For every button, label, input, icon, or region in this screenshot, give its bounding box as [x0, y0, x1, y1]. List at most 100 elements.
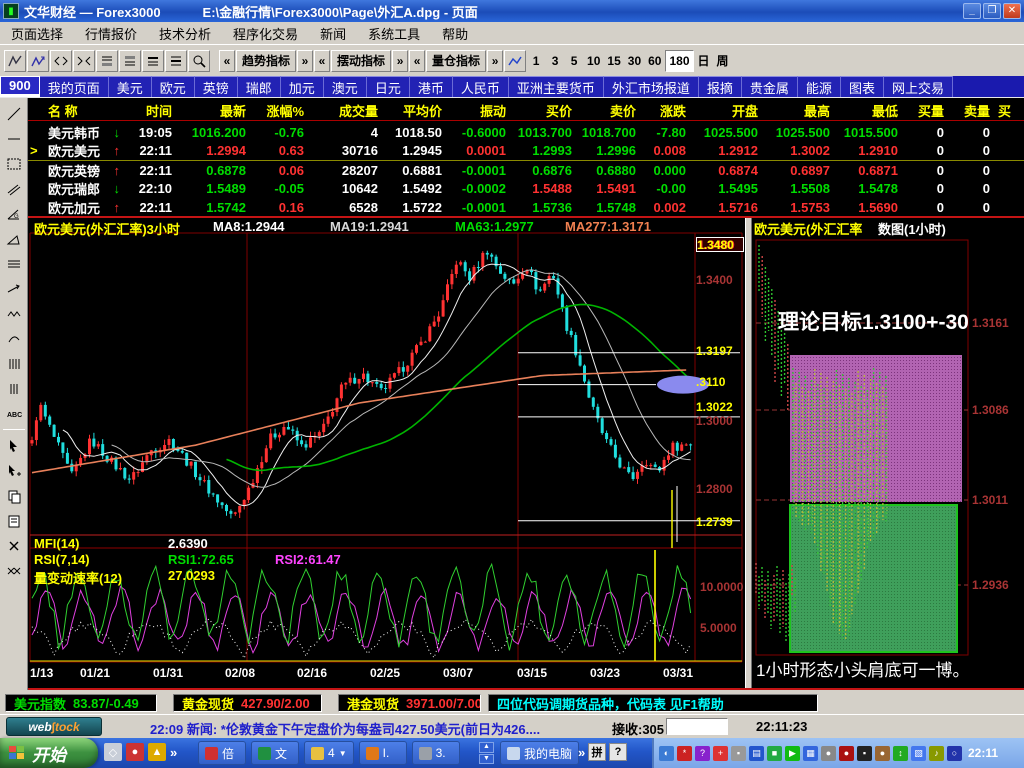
indicator-group-0-prev[interactable]: « [219, 49, 235, 72]
tab-0[interactable]: 900 [0, 76, 40, 97]
tray-signal-icon[interactable]: ○ [947, 745, 962, 761]
tab-17[interactable]: 网上交易 [883, 76, 953, 97]
expand-h-icon[interactable] [50, 49, 72, 72]
task-button-2[interactable]: 4 ▼ [304, 741, 354, 765]
tab-5[interactable]: 瑞郎 [237, 76, 281, 97]
period-1[interactable]: 1 [532, 53, 540, 68]
trend-line-icon[interactable] [2, 101, 26, 126]
period-15[interactable]: 15 [607, 53, 621, 68]
column-header-7[interactable]: 买价 [545, 103, 572, 119]
period-30[interactable]: 30 [627, 53, 642, 68]
indicator-group-1-prev[interactable]: « [314, 49, 331, 72]
indicator-group-1-next[interactable]: » [392, 49, 409, 72]
task-button-0[interactable]: 倍 [198, 741, 246, 765]
column-header-4[interactable]: 成交量 [338, 103, 378, 119]
tray-brown-icon[interactable]: ● [875, 745, 890, 761]
period-day[interactable]: 日 [697, 54, 710, 68]
column-header-1[interactable]: 时间 [145, 103, 172, 119]
table-row[interactable]: 欧元瑞郎 ↓ 22:10 1.5489 -0.05 10642 1.5492 -0.0002 1… [28, 179, 1024, 198]
column-header-6[interactable]: 振动 [479, 103, 506, 119]
task-button-my-computer[interactable]: 我的电脑 [500, 741, 580, 765]
vlines4-icon[interactable] [2, 351, 26, 376]
delete-one-icon[interactable] [2, 533, 26, 558]
table-row[interactable]: 美元韩币 ↓ 19:05 1016.200 -0.76 4 1018.50 -0.6000 10… [28, 123, 1024, 142]
column-header-5[interactable]: 平均价 [402, 103, 442, 119]
arc-icon[interactable] [2, 326, 26, 351]
column-header-2[interactable]: 最新 [219, 103, 246, 119]
column-header-11[interactable]: 最高 [803, 103, 830, 119]
tab-12[interactable]: 外汇市场报道 [603, 76, 699, 97]
indicator-group-0[interactable]: 趋势指标 [236, 49, 297, 72]
tab-7[interactable]: 澳元 [323, 76, 367, 97]
tray-disc-icon[interactable]: ● [839, 745, 854, 761]
tab-15[interactable]: 能源 [797, 76, 841, 97]
table-row[interactable]: 欧元英镑 ↑ 22:11 0.6878 0.06 28207 0.6881 -0.0001 0.… [28, 161, 1024, 180]
restore-button[interactable]: ❐ [983, 3, 1001, 19]
note-icon[interactable] [2, 508, 26, 533]
tray-display-icon[interactable]: ▦ [803, 745, 818, 761]
tab-1[interactable]: 我的页面 [39, 76, 109, 97]
column-header-10[interactable]: 开盘 [731, 103, 758, 119]
indicator-group-2[interactable]: 量仓指标 [426, 49, 487, 72]
ime-icon[interactable]: 拼 [588, 743, 606, 761]
panel-splitter[interactable] [745, 218, 752, 688]
layers-icon[interactable] [142, 49, 164, 72]
tab-8[interactable]: 日元 [366, 76, 410, 97]
tab-13[interactable]: 报摘 [698, 76, 742, 97]
pointer-move-icon[interactable] [2, 458, 26, 483]
tray-mute-icon[interactable]: ● [821, 745, 836, 761]
compress-h-icon[interactable] [73, 49, 95, 72]
zigzag-arrow-icon[interactable] [27, 49, 49, 72]
task-button-3[interactable]: I. [358, 741, 407, 765]
column-header-14[interactable]: 卖量 [963, 103, 990, 119]
quick-launch-chevron-icon[interactable]: » [170, 744, 178, 760]
menu-item-5[interactable]: 系统工具 [368, 26, 421, 42]
task-button-4[interactable]: 3. [411, 741, 460, 765]
tray-network-icon[interactable]: ▤ [749, 745, 764, 761]
gann-angle-icon[interactable]: G [2, 201, 26, 226]
taskbar-scroll[interactable]: ▲ ▼ [479, 742, 494, 764]
tab-9[interactable]: 港币 [409, 76, 453, 97]
launch-record-icon[interactable]: ● [126, 743, 144, 761]
indicator-group-2-next[interactable]: » [487, 49, 504, 72]
tab-14[interactable]: 贵金属 [741, 76, 798, 97]
sheet-down-icon[interactable] [96, 49, 118, 72]
delete-all-icon[interactable] [2, 558, 26, 583]
indicator-group-2-prev[interactable]: « [409, 49, 426, 72]
zoom-icon[interactable] [188, 49, 210, 72]
tray-audio-icon[interactable]: ♪ [929, 745, 944, 761]
table-row[interactable]: 欧元加元 ↑ 22:11 1.5742 0.16 6528 1.5722 -0.0001 1.5… [28, 198, 1024, 216]
main-chart-panel[interactable]: 欧元美元(外汇汇率)3小时 MA8:1.2944 MA19:1.2941 MA6… [28, 218, 745, 688]
tray-dot-icon[interactable]: ▪ [857, 745, 872, 761]
wave-line-icon[interactable] [2, 301, 26, 326]
tray-play-icon[interactable]: ▶ [785, 745, 800, 761]
indicator-group-1[interactable]: 摆动指标 [331, 49, 392, 72]
tray-question-icon[interactable]: ? [695, 745, 710, 761]
pointer-track-icon[interactable] [2, 433, 26, 458]
tray-security-icon[interactable]: * [677, 745, 692, 761]
column-header-0[interactable]: 名 称 [48, 103, 78, 119]
period-3[interactable]: 3 [551, 53, 559, 68]
period-10[interactable]: 10 [587, 53, 601, 68]
kline-icon[interactable] [504, 49, 527, 72]
tray-link-icon[interactable]: ▪ [731, 745, 746, 761]
tab-11[interactable]: 亚洲主要货币 [508, 76, 604, 97]
tray-messenger-icon[interactable]: ◐ [659, 745, 674, 761]
launch-warning-icon[interactable]: ▲ [148, 743, 166, 761]
tab-4[interactable]: 英镑 [194, 76, 238, 97]
menu-item-2[interactable]: 技术分析 [159, 26, 212, 42]
period-5[interactable]: 5 [570, 53, 578, 68]
minimize-button[interactable]: _ [963, 3, 981, 19]
column-header-13[interactable]: 买量 [917, 103, 944, 119]
taskbar-chevron-icon[interactable]: » [578, 745, 586, 760]
vlines3-icon[interactable] [2, 376, 26, 401]
column-header-12[interactable]: 最低 [871, 103, 898, 119]
triangle-icon[interactable] [2, 226, 26, 251]
task-button-1[interactable]: 文 [251, 741, 299, 765]
parallel-lines-icon[interactable] [2, 176, 26, 201]
tab-10[interactable]: 人民币 [452, 76, 509, 97]
tray-antivirus-icon[interactable]: + [713, 745, 728, 761]
tab-3[interactable]: 欧元 [151, 76, 195, 97]
text-abc-icon[interactable]: ABC [2, 401, 26, 426]
multi-lines-icon[interactable] [2, 251, 26, 276]
